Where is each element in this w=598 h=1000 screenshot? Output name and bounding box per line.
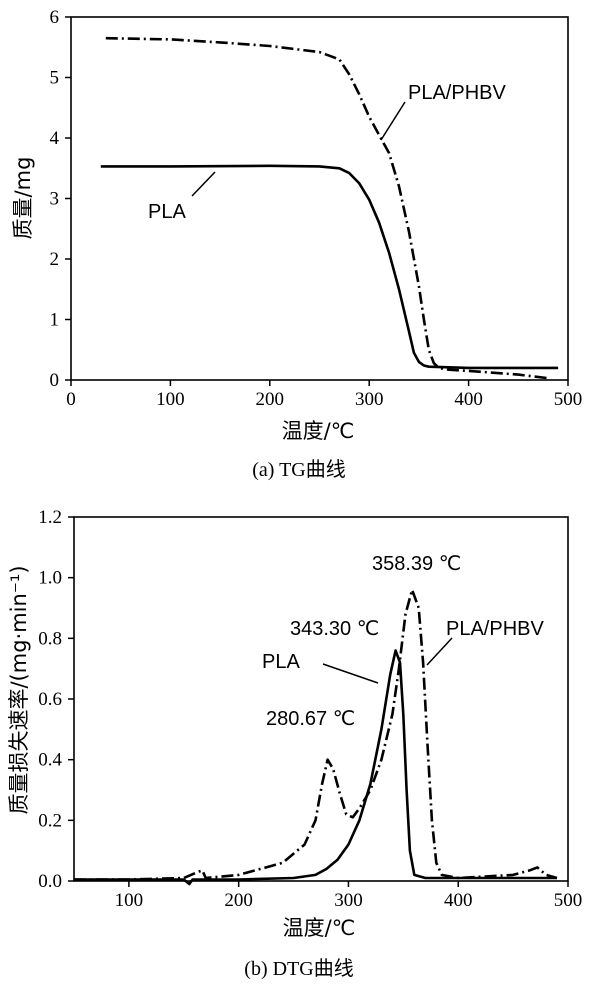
panel-b-y-tick-label: 0.4 — [38, 750, 62, 771]
panel-b-y-tick-label: 0.0 — [38, 871, 62, 892]
panel-a-series-pla-phbv-line — [105, 36, 549, 380]
panel-b-series-pla-line — [74, 649, 557, 886]
panel-b-dtg: 100 200 300 400 500 0.0 0.2 0.4 0.6 0.8 1.0 1.2 质量损… — [7, 507, 582, 980]
panel-a-y-tick-label: 3 — [50, 189, 60, 210]
panel-a-x-tick-label: 400 — [454, 389, 483, 410]
panel-a-ticks: 0 100 200 300 400 500 0 1 2 3 4 5 6 — [50, 7, 583, 410]
panel-b-pla-label: PLA — [262, 651, 300, 673]
panel-b-x-tick-label: 500 — [554, 890, 583, 911]
panel-b-x-tick-label: 200 — [224, 890, 253, 911]
panel-b-y-tick-label: 1.2 — [38, 507, 62, 528]
panel-b-plaphbv-label: PLA/PHBV — [446, 618, 544, 640]
panel-b-caption: (b) DTG曲线 — [244, 957, 353, 980]
panel-b-x-tick-label: 400 — [444, 890, 473, 911]
panel-a-x-tick-label: 500 — [554, 389, 583, 410]
panel-b-y-axis-title: 质量损失速率/(mg·min⁻¹) — [7, 565, 31, 814]
panel-a-y-axis-title: 质量/mg — [11, 157, 35, 240]
panel-a-plaphbv-leader — [380, 101, 406, 141]
panel-a-pla-label: PLA — [148, 201, 186, 223]
panel-b-plot-frame — [73, 516, 569, 882]
panel-a-plaphbv-label: PLA/PHBV — [408, 82, 506, 104]
panel-b-y-tick-label: 0.2 — [38, 810, 62, 831]
panel-b-y-tick-label: 0.8 — [38, 628, 62, 649]
panel-b-peak-label-358: 358.39 ℃ — [372, 553, 461, 575]
panel-a-series-pla-line — [100, 164, 559, 370]
panel-a-x-tick-label: 200 — [256, 389, 285, 410]
panel-a-series — [100, 36, 559, 380]
panel-a-x-axis-title: 温度/℃ — [282, 419, 355, 443]
panel-a-pla-leader — [191, 171, 216, 197]
panel-b-peak-label-343: 343.30 ℃ — [290, 618, 379, 640]
panel-a-x-tick-label: 300 — [355, 389, 384, 410]
panel-a-y-tick-label: 1 — [50, 310, 60, 331]
panel-a-y-tick-label: 6 — [50, 7, 60, 28]
panel-b-plaphbv-leader — [426, 637, 453, 666]
panel-a-caption: (a) TG曲线 — [252, 458, 346, 481]
panel-b-series-pla-phbv-line — [74, 588, 558, 881]
panel-a-plot-frame — [70, 16, 569, 381]
panel-b-x-tick-label: 100 — [115, 890, 144, 911]
panel-b-ticks: 100 200 300 400 500 0.0 0.2 0.4 0.6 0.8 1.0 1.2 — [38, 507, 582, 911]
panel-a-tg: 0 100 200 300 400 500 0 1 2 3 4 5 6 质量/mg 温度/℃ (a) T… — [11, 7, 582, 481]
panel-b-peak-label-280: 280.67 ℃ — [266, 708, 355, 730]
panel-a-y-tick-label: 4 — [50, 128, 60, 149]
panel-a-y-tick-label: 0 — [50, 370, 60, 391]
panel-a-y-tick-label: 2 — [50, 249, 60, 270]
panel-b-series — [74, 588, 558, 886]
panel-b-pla-leader — [322, 663, 379, 684]
panel-b-x-axis-title: 温度/℃ — [283, 916, 356, 940]
panel-a-x-tick-label: 0 — [66, 389, 76, 410]
panel-b-x-tick-label: 300 — [334, 890, 363, 911]
panel-a-x-tick-label: 100 — [156, 389, 185, 410]
panel-b-y-tick-label: 1.0 — [38, 568, 62, 589]
panel-a-y-tick-label: 5 — [50, 68, 60, 89]
panel-b-y-tick-label: 0.6 — [38, 689, 62, 710]
